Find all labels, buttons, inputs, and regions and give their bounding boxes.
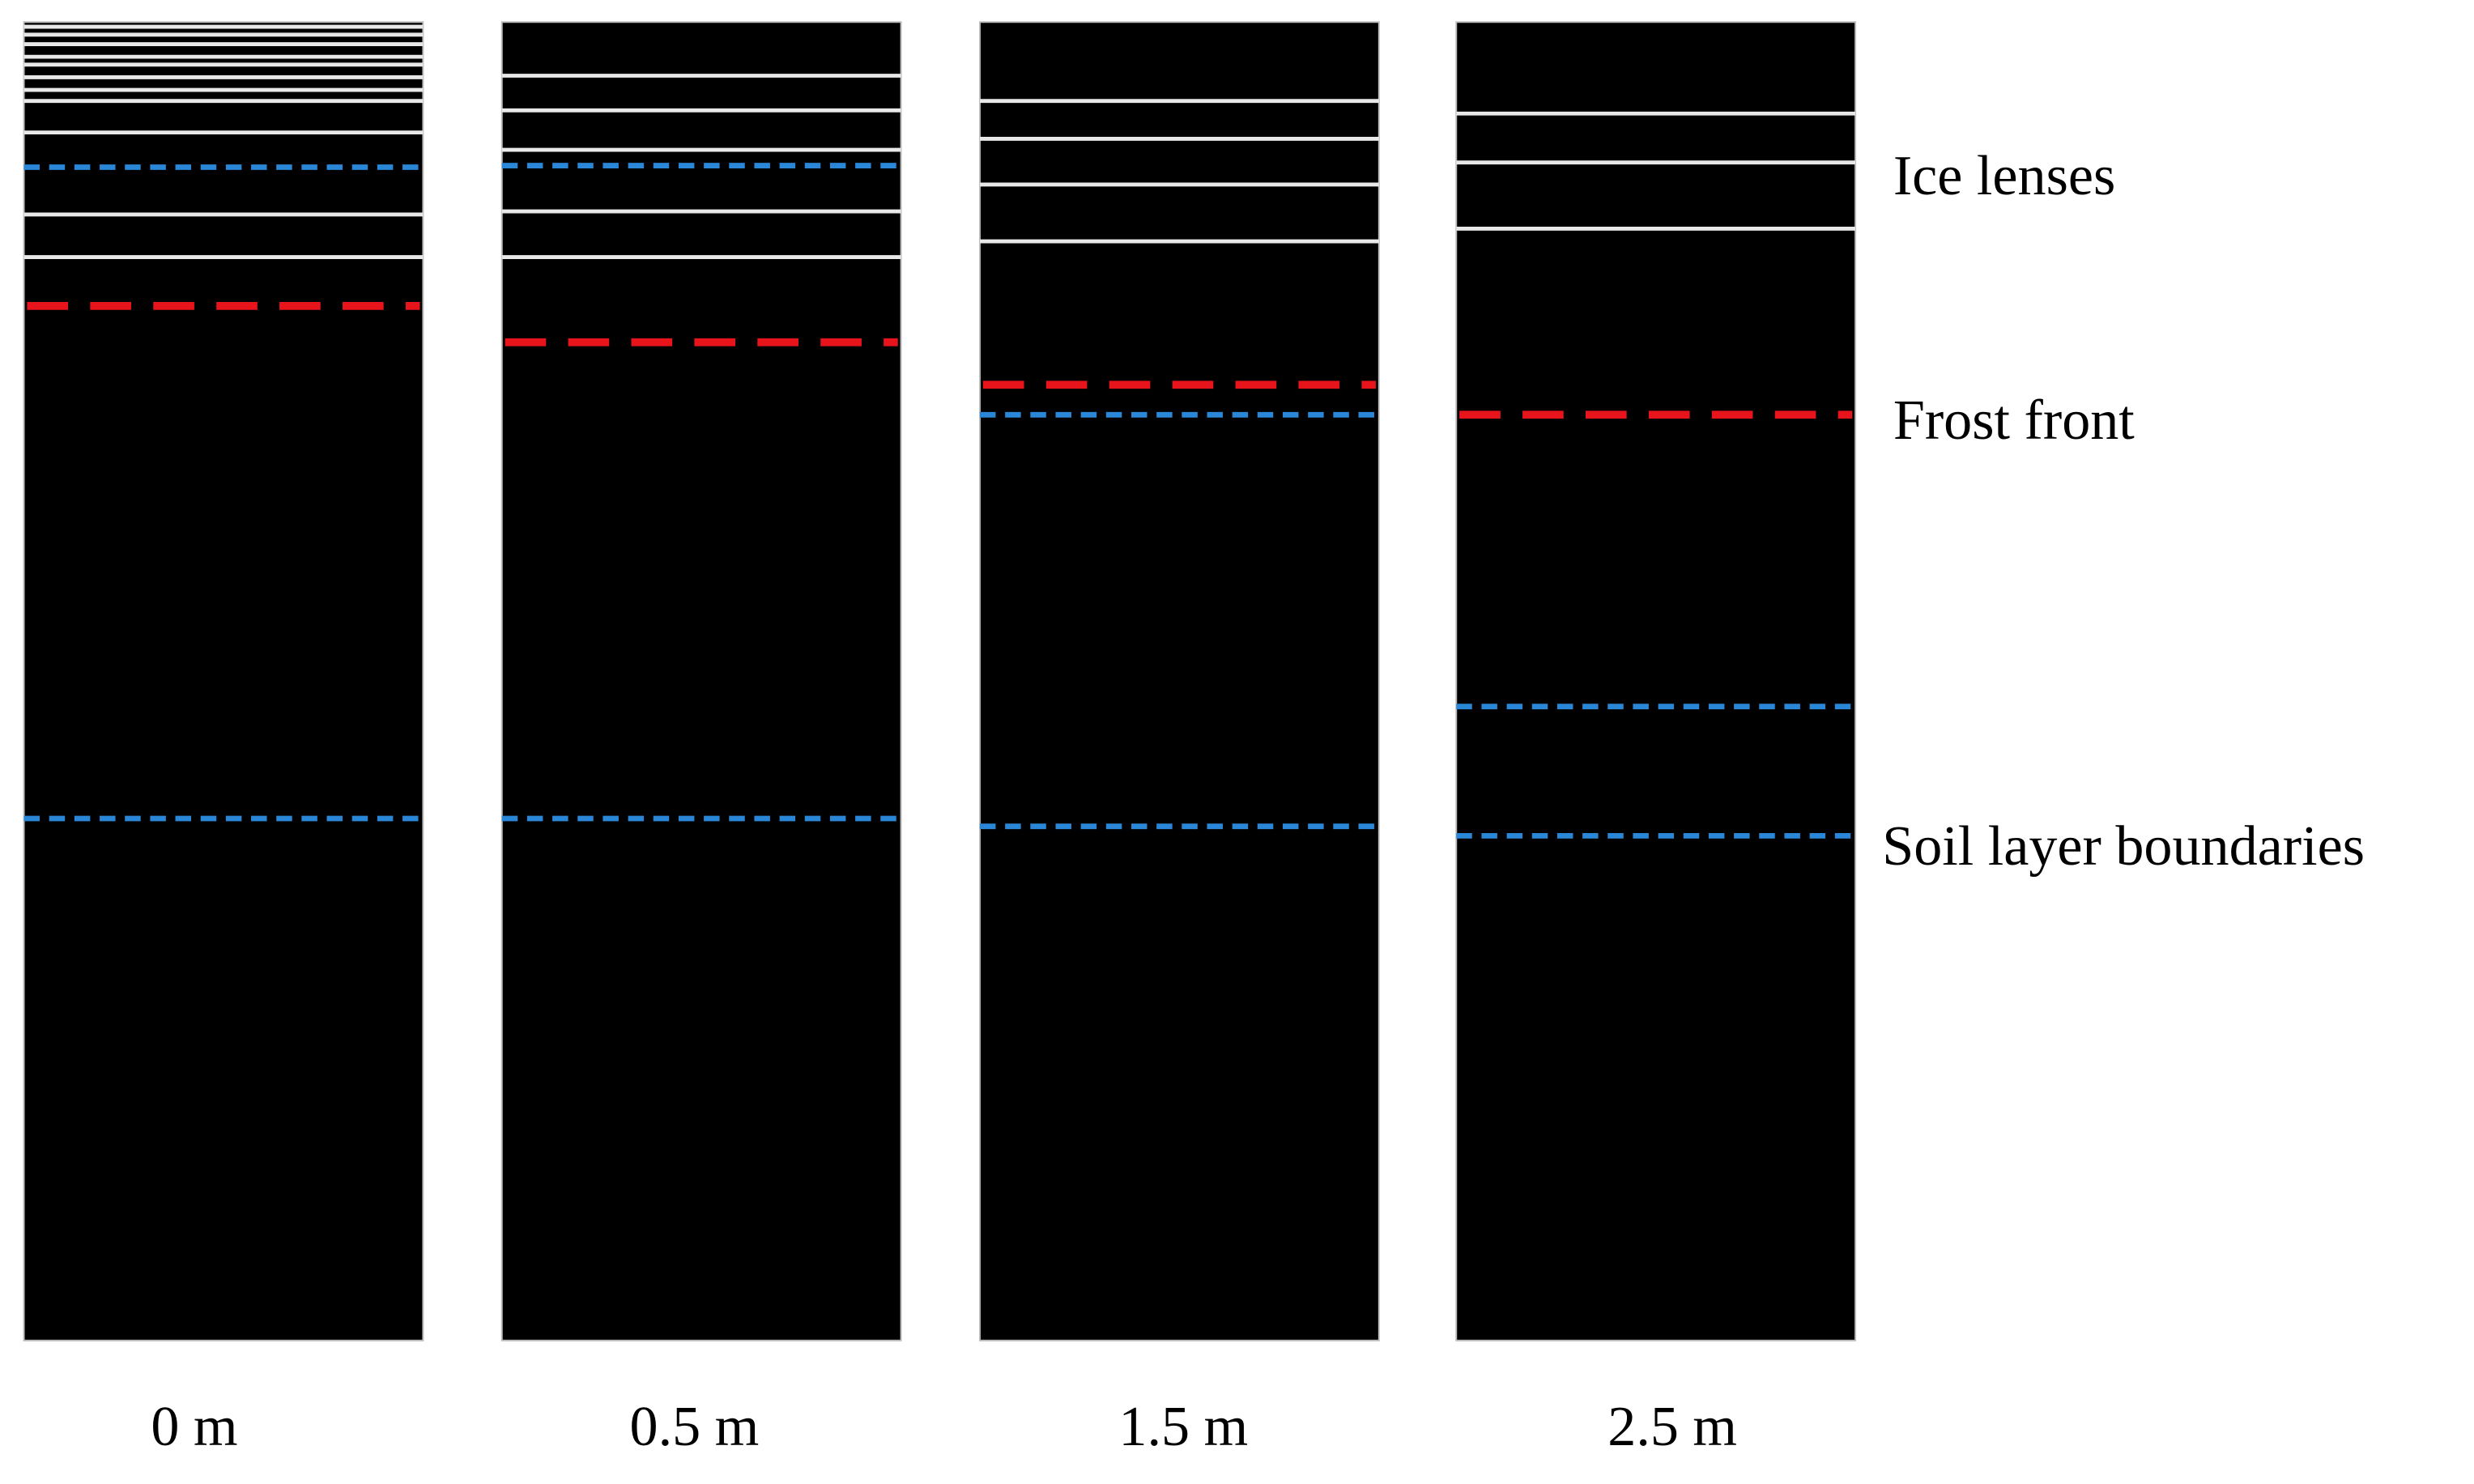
soil-column [23, 21, 424, 1342]
column-label: 0 m [151, 1396, 237, 1458]
legend-label: Ice lenses [1893, 145, 2115, 207]
soil-columns [23, 21, 1857, 1342]
legend-label: Frost front [1893, 389, 2135, 452]
column-label: 0.5 m [630, 1396, 760, 1458]
column-label: 1.5 m [1118, 1396, 1248, 1458]
soil-column [979, 21, 1380, 1342]
soil-column [500, 21, 902, 1342]
column-label: 2.5 m [1607, 1396, 1737, 1458]
soil-column [1455, 21, 1857, 1342]
legend-label: Soil layer boundaries [1882, 815, 2365, 878]
